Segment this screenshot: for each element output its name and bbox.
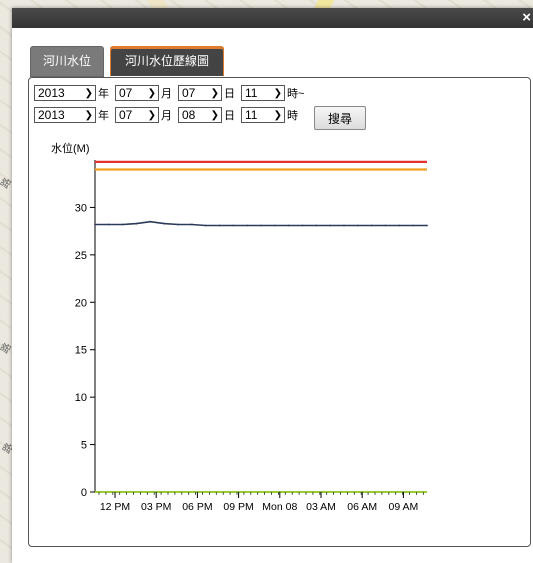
x-tick-label: 06 AM	[347, 501, 377, 513]
day-unit-label: 日	[224, 110, 235, 122]
end-day-select[interactable]: 08 ❯	[178, 107, 222, 123]
y-tick-label: 20	[75, 297, 87, 309]
hour-end-unit-label: 時	[287, 110, 298, 122]
series-point	[315, 224, 318, 227]
series-point	[149, 220, 152, 223]
x-tick-label: 09 AM	[389, 501, 419, 513]
series-point	[398, 224, 401, 227]
chevron-down-icon: ❯	[273, 87, 282, 99]
tab-water-level-hydrograph[interactable]: 河川水位歷線圖	[110, 46, 224, 76]
chart-series	[94, 160, 428, 227]
start-day-value: 07	[182, 86, 196, 100]
series-point	[135, 222, 138, 225]
x-tick-label: 12 PM	[100, 501, 130, 513]
y-tick-label: 30	[75, 202, 87, 214]
month-unit-label: 月	[161, 88, 172, 100]
water-level-dialog: × 河川水位 河川水位歷線圖 2013 ❯ 年 07 ❯ 月 07 ❯ 日 11 ❯ 時…	[12, 8, 533, 563]
series-point	[343, 224, 345, 227]
x-tick-label: 09 PM	[223, 501, 253, 513]
end-time-row: 2013 ❯ 年 07 ❯ 月 08 ❯ 日 11 ❯ 時	[34, 106, 300, 124]
series-point	[190, 223, 193, 226]
y-tick-label: 5	[81, 440, 87, 452]
end-year-value: 2013	[38, 108, 65, 122]
end-hour-value: 11	[245, 108, 258, 122]
x-tick-label: Mon 08	[262, 501, 297, 513]
chevron-down-icon: ❯	[210, 87, 219, 99]
series-point	[218, 224, 221, 227]
start-day-select[interactable]: 07 ❯	[178, 85, 222, 101]
y-ticks: 0 5 10 15 20 25 30	[75, 202, 95, 499]
end-month-select[interactable]: 07 ❯	[115, 107, 159, 123]
water-level-chart: 水位(M) 0 5 10 15 20 25 30 12 PM 03 PM 06 PM 09 PM M…	[51, 141, 428, 513]
series-point	[232, 224, 235, 227]
series-point	[107, 223, 110, 226]
y-axis-label: 水位(M)	[51, 141, 90, 155]
y-tick-label: 25	[75, 250, 87, 262]
chevron-down-icon: ❯	[84, 109, 93, 121]
x-ticks: 12 PM 03 PM 06 PM 09 PM Mon 08 03 AM 06 AM 09 A…	[98, 492, 424, 513]
y-tick-label: 0	[81, 487, 87, 499]
chevron-down-icon: ❯	[147, 109, 156, 121]
start-month-value: 07	[119, 86, 133, 100]
start-hour-select[interactable]: 11 ❯	[241, 85, 285, 101]
chevron-down-icon: ❯	[210, 109, 219, 121]
series-point	[204, 224, 207, 227]
close-icon[interactable]: ×	[522, 9, 531, 26]
x-tick-label: 06 PM	[182, 501, 212, 513]
series-point	[94, 223, 96, 226]
month-unit-label: 月	[161, 110, 172, 122]
start-hour-value: 11	[245, 86, 258, 100]
series-point	[260, 224, 262, 227]
end-day-value: 08	[182, 108, 196, 122]
series-point	[287, 224, 290, 227]
start-month-select[interactable]: 07 ❯	[115, 85, 159, 101]
series-point	[356, 224, 359, 227]
x-tick-label: 03 PM	[141, 501, 171, 513]
series-point	[384, 224, 387, 227]
series-point	[273, 224, 276, 227]
chart-axes	[94, 160, 427, 493]
series-point	[163, 222, 166, 225]
start-year-select[interactable]: 2013 ❯	[34, 85, 96, 101]
dialog-titlebar[interactable]: ×	[12, 8, 533, 28]
end-year-select[interactable]: 2013 ❯	[34, 107, 96, 123]
search-button[interactable]: 搜尋	[314, 106, 366, 130]
end-month-value: 07	[119, 108, 133, 122]
series-point	[121, 223, 124, 226]
series-point	[177, 223, 179, 226]
series-point	[370, 224, 373, 227]
series-point	[246, 224, 249, 227]
chevron-down-icon: ❯	[273, 109, 282, 121]
end-hour-select[interactable]: 11 ❯	[241, 107, 285, 123]
hydrograph-panel: 2013 ❯ 年 07 ❯ 月 07 ❯ 日 11 ❯ 時~ 2013 ❯ 年 07 ❯ 月…	[28, 77, 531, 547]
day-unit-label: 日	[224, 88, 235, 100]
series-point	[426, 224, 428, 227]
chevron-down-icon: ❯	[84, 87, 93, 99]
year-unit-label: 年	[98, 110, 109, 122]
x-tick-label: 03 AM	[306, 501, 336, 513]
year-unit-label: 年	[98, 88, 109, 100]
tab-river-water-level[interactable]: 河川水位	[30, 46, 104, 77]
series-point	[329, 224, 332, 227]
y-tick-label: 10	[75, 392, 87, 404]
y-tick-label: 15	[75, 345, 87, 357]
series-point	[412, 224, 415, 227]
hour-start-unit-label: 時~	[287, 88, 305, 100]
start-time-row: 2013 ❯ 年 07 ❯ 月 07 ❯ 日 11 ❯ 時~	[34, 84, 306, 102]
chevron-down-icon: ❯	[147, 87, 156, 99]
start-year-value: 2013	[38, 86, 65, 100]
series-point	[301, 224, 304, 227]
